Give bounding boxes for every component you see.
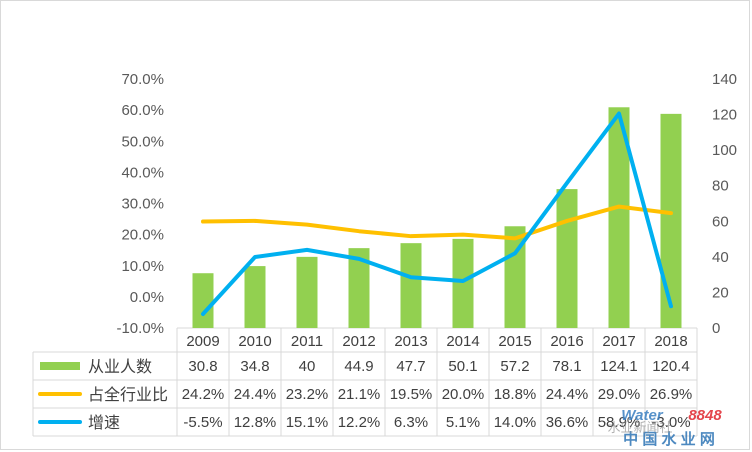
category-label: 2009 — [186, 333, 219, 350]
table-cell: 58.9% — [598, 414, 641, 431]
right-tick-label: 80 — [712, 178, 729, 195]
bar — [556, 189, 578, 328]
table-cell: 34.8 — [240, 358, 269, 375]
category-label: 2016 — [550, 333, 583, 350]
table-cell: 47.7 — [396, 358, 425, 375]
category-label: 2010 — [238, 333, 271, 350]
table-cell: -5.5% — [183, 414, 222, 431]
watermark-number: 8848 — [688, 407, 722, 424]
legend-swatch — [40, 362, 80, 370]
bar — [452, 238, 474, 328]
left-tick-label: 10.0% — [121, 258, 164, 275]
bar-series — [192, 107, 682, 328]
bar — [348, 248, 370, 328]
table-cell: 57.2 — [500, 358, 529, 375]
left-tick-label: 50.0% — [121, 133, 164, 150]
bar — [192, 273, 214, 328]
table-cell: 24.4% — [546, 386, 589, 403]
bar — [660, 113, 682, 328]
table-cell: 36.6% — [546, 414, 589, 431]
table-cell: 21.1% — [338, 386, 381, 403]
line-series — [201, 111, 673, 316]
category-label: 2014 — [446, 333, 479, 350]
series-line — [201, 204, 673, 241]
table-cell: 40 — [299, 358, 316, 375]
left-tick-label: 60.0% — [121, 102, 164, 119]
left-tick-label: 30.0% — [121, 196, 164, 213]
category-label: 2013 — [394, 333, 427, 350]
table-cell: 50.1 — [448, 358, 477, 375]
table-cell: 44.9 — [344, 358, 373, 375]
table-cell: 124.1 — [600, 358, 638, 375]
category-label: 2017 — [602, 333, 635, 350]
table-cell: 30.8 — [188, 358, 217, 375]
left-tick-label: -10.0% — [116, 320, 164, 337]
table-cell: 29.0% — [598, 386, 641, 403]
table-cell: 18.8% — [494, 386, 537, 403]
legend-label: 从业人数 — [88, 358, 152, 376]
left-tick-label: 40.0% — [121, 164, 164, 181]
right-tick-label: 40 — [712, 249, 729, 266]
table-cell: 14.0% — [494, 414, 537, 431]
bar — [400, 243, 422, 328]
legend-label: 占全行业比 — [88, 386, 168, 404]
left-axis: -10.0% 0.0% 10.0% 20.0% 30.0% 40.0% 50.0% 60.0%… — [116, 71, 164, 337]
left-tick-label: 0.0% — [130, 289, 164, 306]
table-cell: 120.4 — [652, 358, 690, 375]
table-cell: 12.8% — [234, 414, 277, 431]
legend-label: 增速 — [88, 414, 120, 432]
right-tick-label: 60 — [712, 213, 729, 230]
table-cell: 26.9% — [650, 386, 693, 403]
table-cell: 23.2% — [286, 386, 329, 403]
watermark-subtitle: 中 国 水 业 网 — [623, 430, 715, 448]
right-tick-label: 100 — [712, 142, 737, 159]
left-tick-label: 20.0% — [121, 227, 164, 244]
series-line — [201, 111, 673, 316]
left-tick-label: 70.0% — [121, 71, 164, 88]
table-cell: 12.2% — [338, 414, 381, 431]
table-cell: 78.1 — [552, 358, 581, 375]
right-tick-label: 120 — [712, 107, 737, 124]
table-cell: 6.3% — [394, 414, 428, 431]
right-tick-label: 0 — [712, 320, 720, 337]
right-tick-label: 20 — [712, 284, 729, 301]
bar — [504, 226, 526, 328]
category-label: 2018 — [654, 333, 687, 350]
table-cell: 19.5% — [390, 386, 433, 403]
right-axis: 0 20 40 60 80 100 120 140 — [712, 71, 737, 337]
table-cell: 20.0% — [442, 386, 485, 403]
table-cell: 5.1% — [446, 414, 480, 431]
watermark-caption: 水业新闻社 — [607, 420, 672, 435]
bar — [608, 107, 630, 328]
watermark-brand: Water — [621, 407, 664, 424]
data-table: 2009 2010 2011 2012 2013 2014 2015 2016 2017 2018… — [182, 333, 693, 431]
category-label: 2011 — [291, 333, 323, 350]
table-cell: 24.4% — [234, 386, 277, 403]
right-tick-label: 140 — [712, 71, 737, 88]
category-label: 2012 — [342, 333, 375, 350]
table-cell: -3.0% — [651, 414, 690, 431]
table-cell: 15.1% — [286, 414, 329, 431]
bar — [244, 266, 266, 328]
category-label: 2015 — [498, 333, 531, 350]
table-cell: 24.2% — [182, 386, 225, 403]
bar — [296, 256, 318, 328]
